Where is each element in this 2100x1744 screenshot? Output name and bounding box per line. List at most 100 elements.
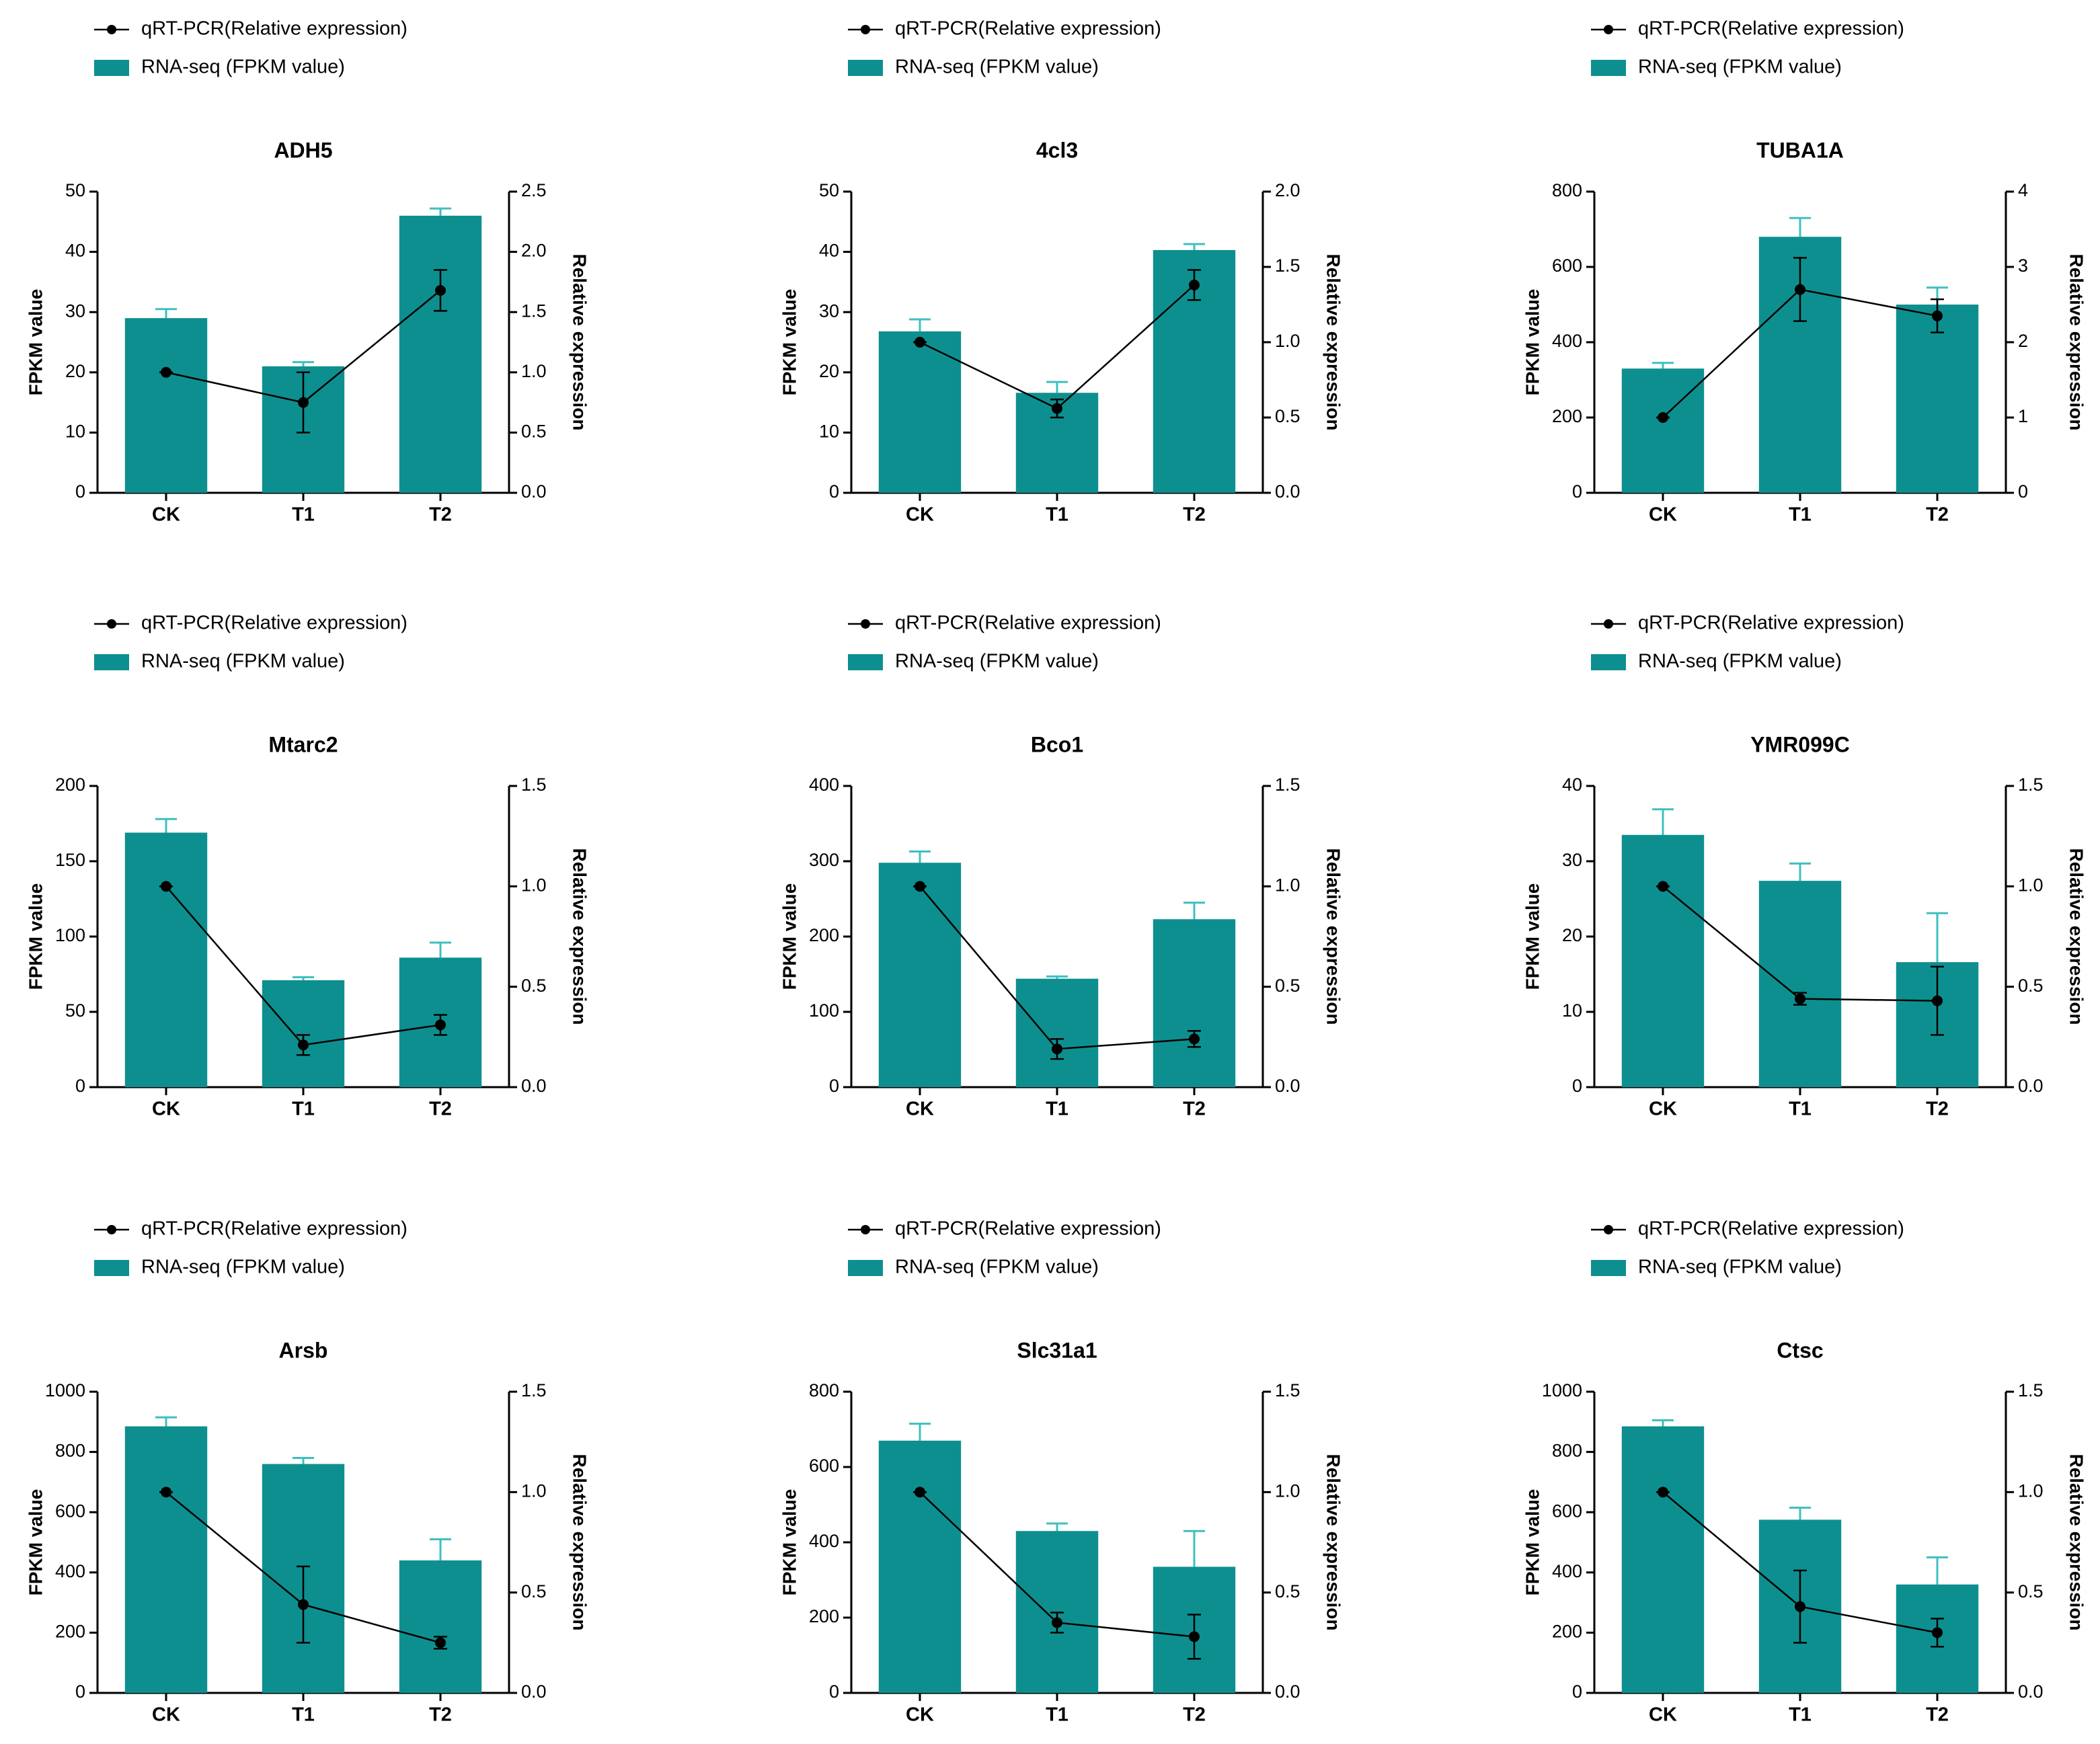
chart-title: TUBA1A xyxy=(1756,138,1844,162)
y2-tick-label: 1.5 xyxy=(521,1380,547,1400)
legend-label: qRT-PCR(Relative expression) xyxy=(895,18,1161,40)
point xyxy=(435,1637,446,1649)
error-bar xyxy=(155,1416,177,1427)
x-tick-label: T1 xyxy=(1046,1099,1068,1120)
y-axis-label: FPKM value xyxy=(779,883,800,990)
bar xyxy=(124,1426,208,1693)
legend-label: qRT-PCR(Relative expression) xyxy=(1638,1218,1904,1240)
error-bar xyxy=(430,941,451,958)
point xyxy=(435,1019,446,1031)
legend-swatch xyxy=(1591,1260,1626,1276)
y-tick-label: 400 xyxy=(55,1561,85,1581)
y2-tick-label: 1.0 xyxy=(1275,331,1300,351)
y-tick-label: 0 xyxy=(1572,1076,1582,1096)
error-bar xyxy=(430,1538,451,1560)
y-tick-label: 0 xyxy=(829,1681,839,1702)
point xyxy=(1189,1631,1200,1642)
legend-marker xyxy=(1604,25,1613,34)
y-tick-label: 600 xyxy=(809,1456,839,1476)
chart-panel: qRT-PCR(Relative expression) RNA-seq (FPK… xyxy=(779,18,1344,526)
chart-title: Slc31a1 xyxy=(1017,1338,1097,1362)
point xyxy=(915,337,925,348)
chart-panel: qRT-PCR(Relative expression) RNA-seq (FPK… xyxy=(779,612,1344,1120)
point xyxy=(1658,412,1668,423)
error-bar xyxy=(155,308,177,319)
x-tick-label: CK xyxy=(1649,504,1677,526)
y2-axis-label: Relative expression xyxy=(570,848,590,1025)
error-bar xyxy=(293,1457,314,1464)
y-tick-label: 20 xyxy=(65,361,85,381)
point xyxy=(298,397,309,408)
y2-tick-label: 4 xyxy=(2018,180,2028,200)
bar xyxy=(1621,368,1705,493)
y2-tick-label: 1.0 xyxy=(521,361,547,381)
y2-tick-label: 1.5 xyxy=(1275,775,1300,795)
y-axis-label: FPKM value xyxy=(779,289,800,396)
bar xyxy=(1621,1426,1705,1693)
y-tick-label: 800 xyxy=(1552,1441,1582,1461)
error-bar xyxy=(155,818,177,833)
chart-panel: qRT-PCR(Relative expression) RNA-seq (FPK… xyxy=(1522,1218,2087,1726)
error-bar xyxy=(1183,902,1205,920)
error-bar xyxy=(1046,1522,1068,1532)
error-bar xyxy=(909,1423,931,1441)
y-tick-label: 10 xyxy=(819,422,839,442)
y2-tick-label: 0.0 xyxy=(2018,1076,2044,1096)
chart-panel: qRT-PCR(Relative expression) RNA-seq (FPK… xyxy=(779,1218,1344,1726)
bar xyxy=(399,1560,482,1693)
x-tick-label: T1 xyxy=(292,1704,315,1726)
y2-tick-label: 1.0 xyxy=(521,875,547,895)
legend-swatch xyxy=(848,60,883,76)
legend-label: RNA-seq (FPKM value) xyxy=(1638,651,1842,672)
legend-label: RNA-seq (FPKM value) xyxy=(141,651,345,672)
legend-label: RNA-seq (FPKM value) xyxy=(895,56,1099,78)
y-tick-label: 30 xyxy=(65,301,85,321)
point xyxy=(1932,995,1943,1006)
point xyxy=(161,881,171,892)
y-tick-label: 150 xyxy=(55,850,85,870)
y2-tick-label: 1.0 xyxy=(2018,1480,2044,1501)
error-bar xyxy=(1789,862,1811,881)
x-tick-label: T1 xyxy=(1789,1099,1812,1120)
y-tick-label: 200 xyxy=(809,1606,839,1626)
y-tick-label: 10 xyxy=(65,422,85,442)
y2-tick-label: 0.5 xyxy=(521,1581,547,1601)
error-bar xyxy=(1046,381,1068,393)
point xyxy=(915,1487,925,1498)
y2-tick-label: 0.0 xyxy=(1275,1076,1300,1096)
x-tick-label: T1 xyxy=(292,504,315,526)
point xyxy=(1052,1043,1062,1055)
point xyxy=(915,881,925,892)
y-tick-label: 50 xyxy=(65,1000,85,1021)
legend-swatch xyxy=(94,1260,129,1276)
point xyxy=(298,1599,309,1610)
error-bar xyxy=(1789,1506,1811,1520)
bar xyxy=(399,215,482,493)
y2-tick-label: 3 xyxy=(2018,255,2028,276)
y2-tick-label: 2.0 xyxy=(521,241,547,261)
legend-swatch xyxy=(1591,654,1626,670)
x-tick-label: T2 xyxy=(429,504,452,526)
x-tick-label: CK xyxy=(906,1704,934,1726)
y-tick-label: 0 xyxy=(75,481,85,502)
y2-tick-label: 0.5 xyxy=(521,976,547,996)
y-tick-label: 40 xyxy=(65,241,85,261)
y2-tick-label: 1.0 xyxy=(1275,1480,1300,1501)
legend-marker xyxy=(1604,1225,1613,1234)
legend-label: qRT-PCR(Relative expression) xyxy=(895,1218,1161,1240)
legend-marker xyxy=(107,25,116,34)
x-tick-label: CK xyxy=(1649,1099,1677,1120)
y2-axis-label: Relative expression xyxy=(1323,1454,1344,1630)
y2-tick-label: 1.0 xyxy=(1275,875,1300,895)
bar xyxy=(1621,834,1705,1087)
y2-tick-label: 2.0 xyxy=(1275,180,1300,200)
error-bar xyxy=(1652,362,1674,369)
bar xyxy=(1015,978,1099,1087)
y-tick-label: 1000 xyxy=(45,1380,85,1400)
y2-axis-label: Relative expression xyxy=(2066,848,2087,1025)
y-tick-label: 50 xyxy=(819,180,839,200)
y2-tick-label: 1.5 xyxy=(2018,775,2044,795)
error-bar xyxy=(1927,912,1948,963)
legend-label: qRT-PCR(Relative expression) xyxy=(1638,18,1904,40)
y-tick-label: 100 xyxy=(55,925,85,945)
